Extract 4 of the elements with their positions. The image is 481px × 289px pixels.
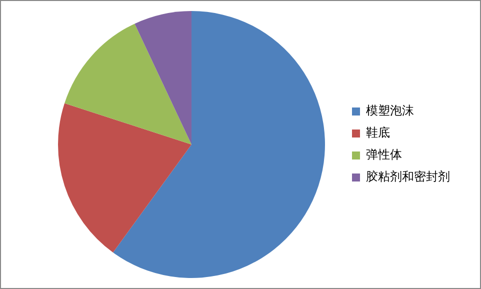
legend-label: 弹性体 <box>366 148 402 162</box>
legend-label: 胶粘剂和密封剂 <box>366 170 450 184</box>
legend-label: 模塑泡沫 <box>366 104 414 118</box>
legend-label: 鞋底 <box>366 126 390 140</box>
